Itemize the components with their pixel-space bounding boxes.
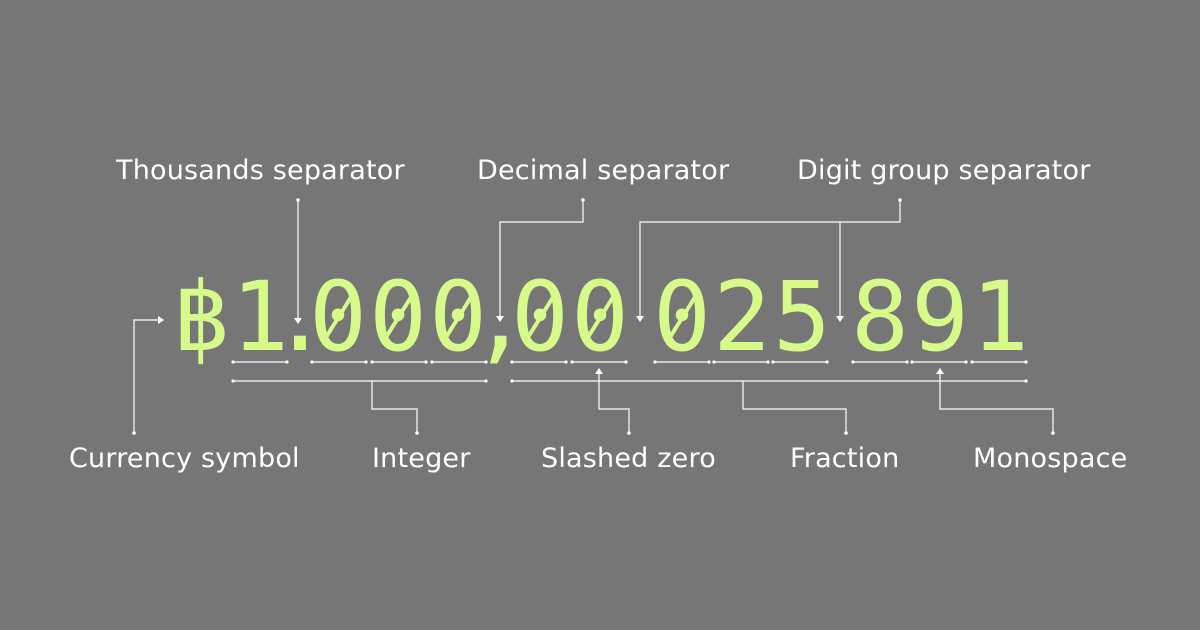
currency-symbol-glyph: ฿ — [172, 261, 230, 373]
integer-label: Integer — [372, 443, 471, 474]
fraction-digit: 5 — [773, 261, 831, 373]
fraction-label: Fraction — [790, 443, 900, 474]
fraction-digit: 2 — [713, 261, 771, 373]
currency-symbol-label: Currency symbol — [69, 443, 300, 474]
slashed-zero-label: Slashed zero — [541, 443, 716, 474]
fraction-digit: 9 — [911, 261, 969, 373]
fraction-digit: 8 — [851, 261, 909, 373]
integer-digit: 1 — [231, 261, 289, 373]
digit-group-separator-label: Digit group separator — [797, 155, 1091, 186]
thousands-separator-label: Thousands separator — [116, 155, 405, 186]
thousands-separator-glyph: . — [271, 261, 329, 373]
fraction-digit: 1 — [971, 261, 1029, 373]
monospace-label: Monospace — [973, 443, 1128, 474]
decimal-separator-label: Decimal separator — [477, 155, 730, 186]
